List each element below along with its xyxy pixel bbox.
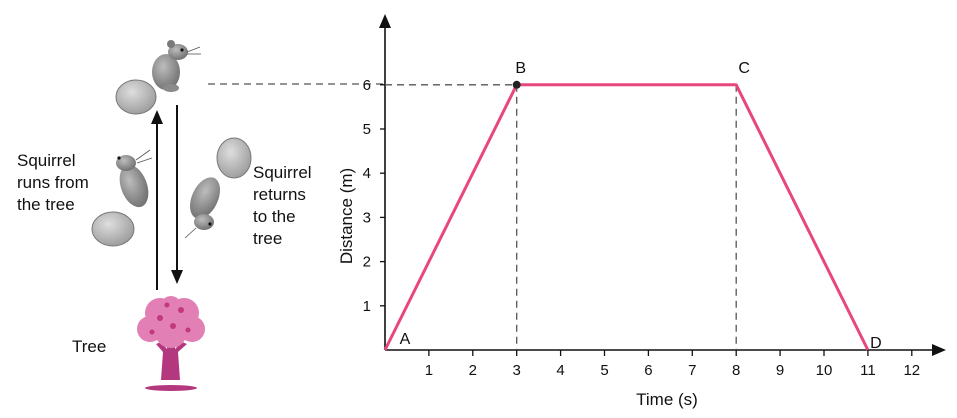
x-tick-label: 1 <box>425 362 433 379</box>
point-label-a: A <box>400 331 411 348</box>
x-tick-label: 11 <box>860 362 876 379</box>
returns-to-tree-line-3: to the <box>253 207 296 226</box>
y-tick-label: 2 <box>363 254 371 271</box>
y-axis-label: Distance (m) <box>337 168 356 264</box>
squirrel-illustration <box>91 40 384 391</box>
tree-label: Tree <box>72 337 107 356</box>
x-tick-label: 3 <box>513 362 521 379</box>
x-axis-label: Time (s) <box>636 390 698 409</box>
runs-from-tree-line-3: the tree <box>17 195 75 214</box>
x-tick-label: 9 <box>776 362 784 379</box>
x-tick-label: 7 <box>688 362 696 379</box>
x-tick-label: 10 <box>816 362 833 379</box>
point-label-d: D <box>870 335 882 352</box>
point-label-c: C <box>738 60 750 77</box>
point-marker <box>512 80 521 89</box>
runs-from-tree-line-1: Squirrel <box>17 151 76 170</box>
y-tick-label: 5 <box>363 121 371 138</box>
x-tick-label: 4 <box>556 362 564 379</box>
down-arrow-icon <box>171 105 183 284</box>
x-tick-label: 8 <box>732 362 740 379</box>
returns-to-tree-label: Squirrel returns to the tree <box>253 162 312 250</box>
point-label-b: B <box>515 60 526 77</box>
x-tick-label: 6 <box>644 362 652 379</box>
returns-to-tree-line-2: returns <box>253 185 306 204</box>
returns-to-tree-line-1: Squirrel <box>253 163 312 182</box>
y-tick-label: 6 <box>363 77 371 94</box>
x-tick-label: 5 <box>600 362 608 379</box>
returns-to-tree-line-4: tree <box>253 229 283 248</box>
squirrel-running-icon <box>91 149 153 247</box>
x-tick-label: 2 <box>469 362 477 379</box>
distance-series-line <box>383 83 870 351</box>
tree-icon <box>137 296 205 391</box>
runs-from-tree-line-2: runs from <box>17 173 89 192</box>
up-arrow-icon <box>151 110 163 290</box>
y-axis-arrowhead <box>379 14 391 28</box>
chart-axes <box>379 14 946 356</box>
chart-guides <box>385 84 737 350</box>
y-tick-label: 4 <box>363 165 371 182</box>
y-tick-label: 3 <box>363 209 371 226</box>
x-tick-label: 12 <box>903 362 920 379</box>
squirrel-top-icon <box>115 40 201 115</box>
x-axis-arrowhead <box>932 344 946 356</box>
chart-series: A B C D <box>383 60 882 352</box>
y-tick-label: 1 <box>363 298 371 315</box>
squirrel-returning-icon <box>184 137 252 239</box>
runs-from-tree-label: Squirrel runs from the tree <box>17 150 89 216</box>
